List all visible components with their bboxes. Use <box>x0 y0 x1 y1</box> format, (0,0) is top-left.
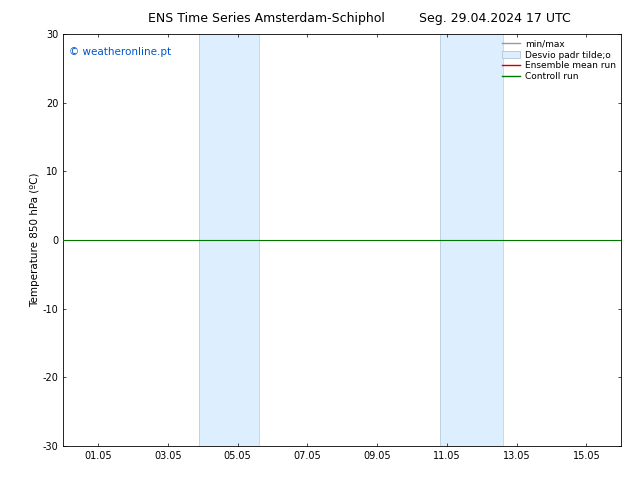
Text: ENS Time Series Amsterdam-Schiphol: ENS Time Series Amsterdam-Schiphol <box>148 12 385 25</box>
Y-axis label: Temperature 850 hPa (ºC): Temperature 850 hPa (ºC) <box>30 173 40 307</box>
Text: © weatheronline.pt: © weatheronline.pt <box>69 47 171 57</box>
Bar <box>440 34 503 446</box>
Bar <box>199 34 259 446</box>
Text: Seg. 29.04.2024 17 UTC: Seg. 29.04.2024 17 UTC <box>418 12 571 25</box>
Legend: min/max, Desvio padr tilde;o, Ensemble mean run, Controll run: min/max, Desvio padr tilde;o, Ensemble m… <box>499 36 619 85</box>
